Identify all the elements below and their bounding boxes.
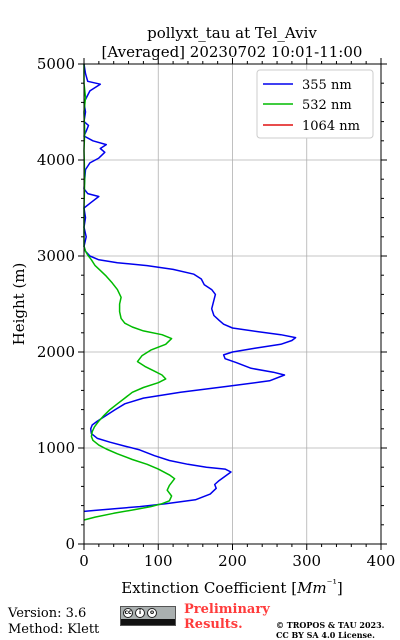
legend: 355 nm 532 nm 1064 nm	[256, 69, 374, 139]
y-tick-label: 5000	[37, 55, 75, 73]
by-icon: i	[135, 608, 145, 618]
x-axis-label: Extinction Coefficient [Mm⁻¹]	[121, 577, 342, 597]
method-text: Method: Klett	[8, 622, 100, 637]
legend-label-355: 355 nm	[302, 78, 352, 93]
y-tick-label: 3000	[37, 247, 75, 265]
x-tick-label: 400	[367, 552, 396, 570]
copyright-note: © TROPOS & TAU 2023. CC BY SA 4.0 Licens…	[276, 620, 384, 640]
cc-by-sa-badge: cc i o	[120, 606, 176, 626]
footer-info: Version: 3.6 Method: Klett	[8, 606, 99, 638]
x-tick-label: 100	[144, 552, 173, 570]
y-tick-label: 0	[65, 535, 75, 553]
chart-subtitle: [Averaged] 20230702 10:01-11:00	[102, 43, 363, 61]
sa-icon: o	[147, 608, 157, 618]
series-line-532nm	[83, 64, 176, 521]
chart-title: pollyxt_tau at Tel_Aviv	[147, 24, 317, 42]
legend-label-532: 532 nm	[302, 98, 352, 113]
series-lines	[83, 63, 297, 521]
extinction-profile-chart: pollyxt_tau at Tel_Aviv [Averaged] 20230…	[10, 24, 396, 597]
copyright-line2: CC BY SA 4.0 License.	[276, 630, 375, 640]
version-text: Version: 3.6	[8, 606, 87, 621]
preliminary-line1: Preliminary	[184, 602, 270, 617]
preliminary-results-note: Preliminary Results.	[184, 602, 270, 632]
y-tick-label: 4000	[37, 151, 75, 169]
y-tick-label: 1000	[37, 439, 75, 457]
legend-label-1064: 1064 nm	[302, 119, 360, 134]
x-tick-label: 0	[79, 552, 89, 570]
series-line-355nm	[83, 63, 297, 513]
y-axis-label: Height (m)	[10, 263, 28, 346]
x-tick-label: 200	[218, 552, 247, 570]
legend-box	[256, 69, 374, 139]
x-tick-label: 300	[292, 552, 321, 570]
cc-icon: cc	[123, 608, 133, 618]
preliminary-line2: Results.	[184, 617, 243, 632]
copyright-line1: © TROPOS & TAU 2023.	[276, 620, 385, 630]
badge-strip	[121, 619, 175, 625]
y-tick-label: 2000	[37, 343, 75, 361]
